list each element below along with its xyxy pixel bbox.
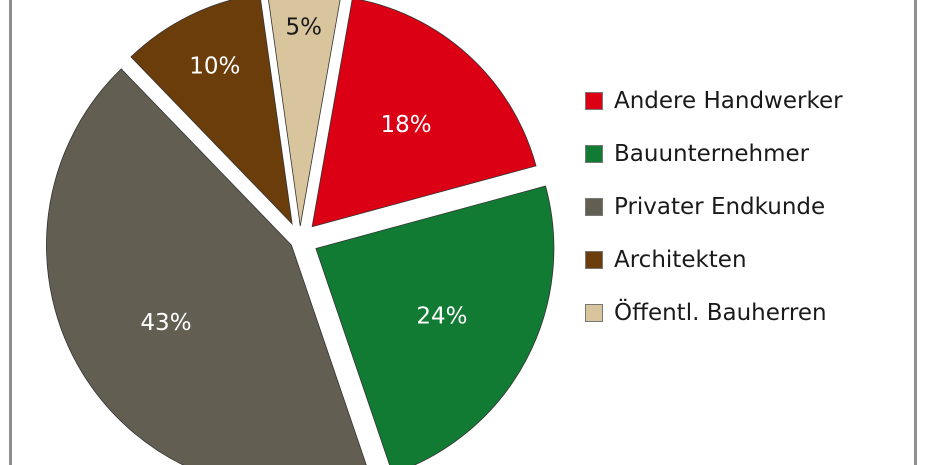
slice-percent-label: 18% xyxy=(380,112,431,138)
slice-andere-handwerker xyxy=(311,0,537,228)
legend-item-oeffentl-bauherren: Öffentl. Bauherren xyxy=(585,286,843,339)
legend-swatch xyxy=(585,250,603,269)
slice-percent-label: 43% xyxy=(140,310,191,336)
legend-label: Andere Handwerker xyxy=(614,87,843,114)
slice-percent-label: 5% xyxy=(285,15,322,41)
slice-percent-label: 24% xyxy=(416,303,467,329)
frame-left-border xyxy=(9,0,12,465)
slice-bauunternehmer xyxy=(315,185,555,465)
legend-label: Bauunternehmer xyxy=(614,140,810,167)
legend-item-bauunternehmer: Bauunternehmer xyxy=(585,127,843,180)
slice-privater-endkunde xyxy=(46,68,367,465)
chart-legend: Andere Handwerker Bauunternehmer Private… xyxy=(585,74,843,339)
legend-swatch xyxy=(585,91,603,110)
legend-swatch xyxy=(585,197,603,216)
legend-swatch xyxy=(585,303,603,322)
legend-label: Architekten xyxy=(614,246,747,273)
legend-item-architekten: Architekten xyxy=(585,233,843,286)
legend-item-privater-endkunde: Privater Endkunde xyxy=(585,180,843,233)
slice-oeffentl-bauherren xyxy=(268,0,341,227)
legend-label: Privater Endkunde xyxy=(614,193,826,220)
slice-architekten xyxy=(130,0,293,225)
slice-percent-label: 10% xyxy=(189,53,240,79)
frame-right-border xyxy=(914,0,917,465)
legend-item-andere-handwerker: Andere Handwerker xyxy=(585,74,843,127)
legend-swatch xyxy=(585,144,603,163)
legend-label: Öffentl. Bauherren xyxy=(614,299,827,326)
